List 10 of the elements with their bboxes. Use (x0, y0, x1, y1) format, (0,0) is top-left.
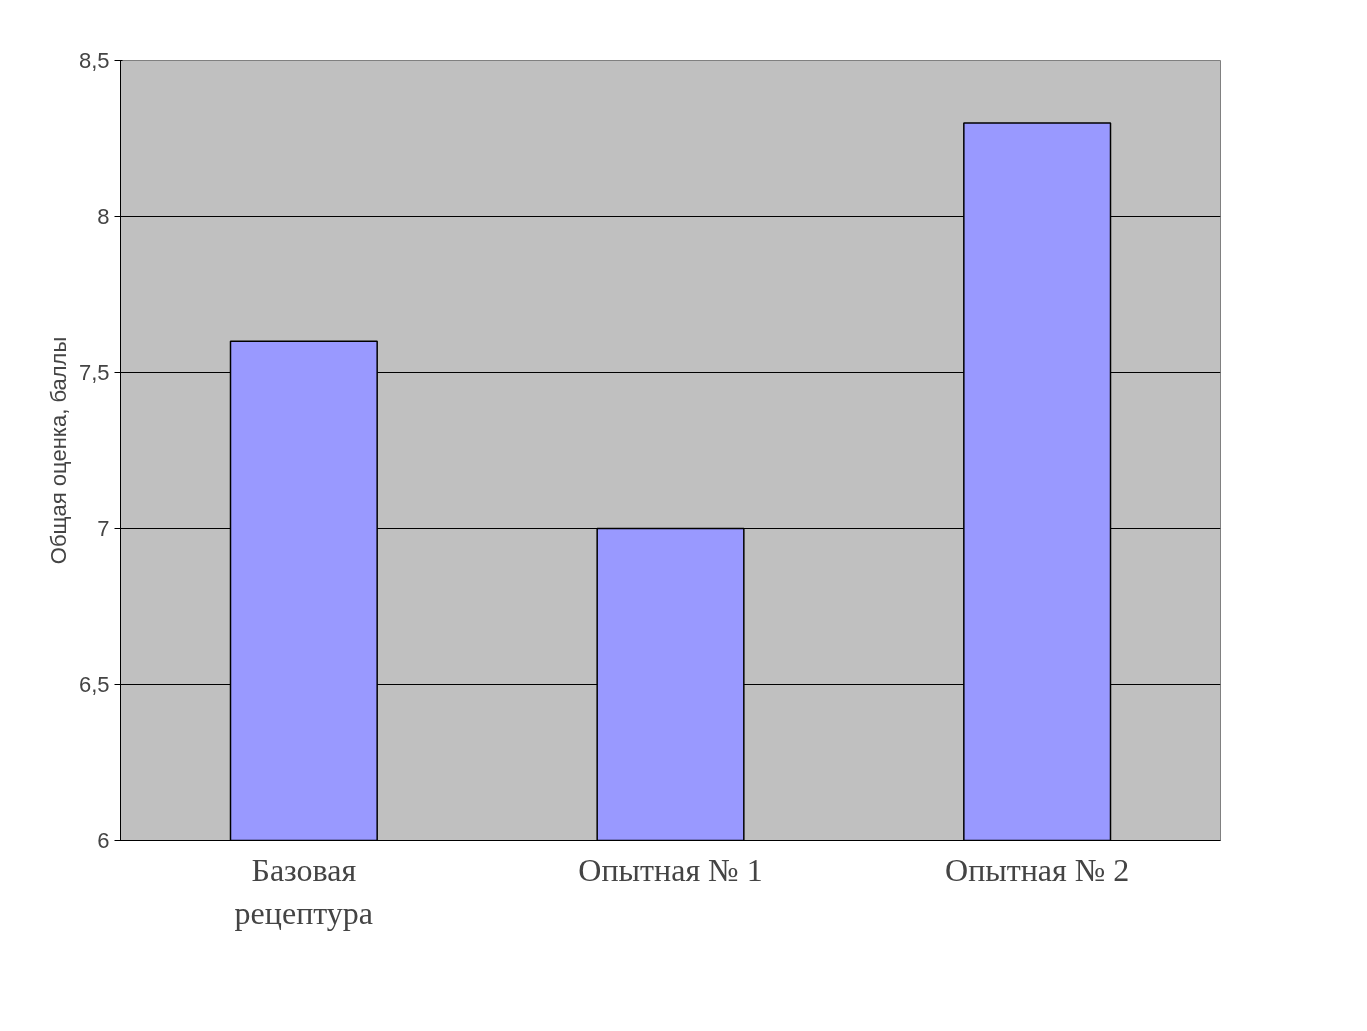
x-tick-label: Базовая рецептура (234, 851, 374, 931)
y-tick-label: 6,5 (78, 672, 110, 697)
y-tick-label: 8,5 (78, 48, 110, 73)
y-tick-label: 7 (97, 516, 110, 541)
y-tick-label: 8 (97, 204, 110, 229)
y-tick-label: 7,5 (78, 360, 110, 385)
y-axis-title: Общая оценка, баллы (45, 336, 71, 565)
x-tick-label: Опытная № 1 (578, 851, 763, 888)
x-tick-label: Опытная № 2 (945, 851, 1130, 888)
y-tick-label: 6 (97, 828, 110, 853)
